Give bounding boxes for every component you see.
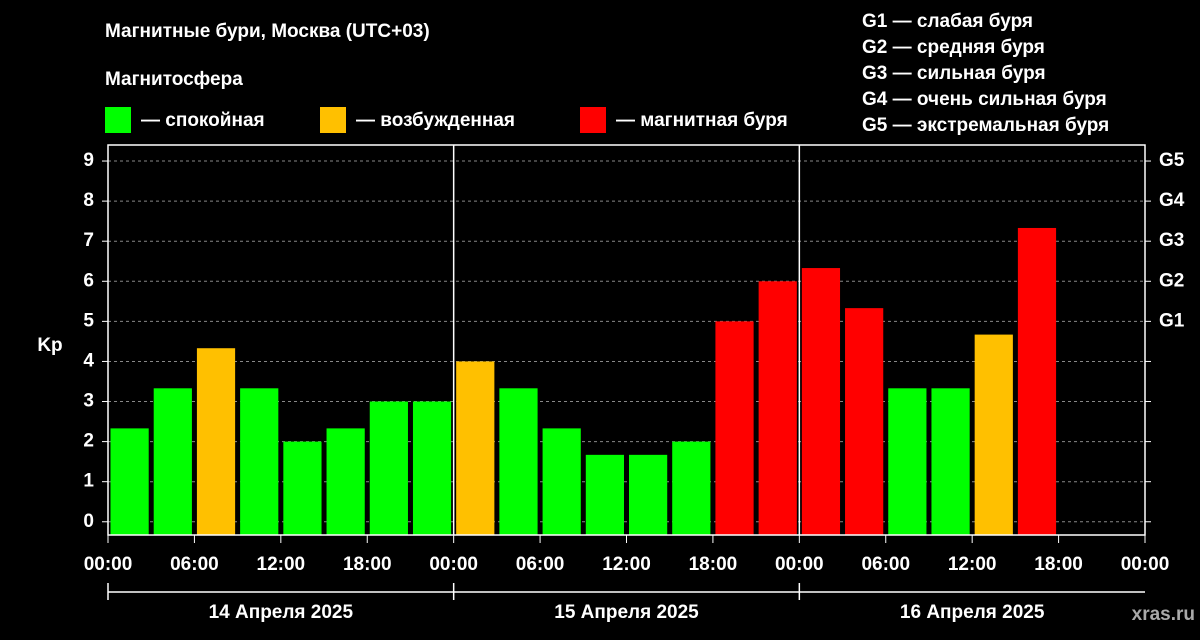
legend-label: — спокойная bbox=[141, 110, 265, 131]
storm-scale-item: G4 — очень сильная буря bbox=[862, 89, 1107, 110]
bar bbox=[801, 268, 841, 535]
y2-tick-label: G4 bbox=[1159, 190, 1185, 211]
x-tick-label: 00:00 bbox=[775, 554, 824, 575]
storm-scale-item: G2 — средняя буря bbox=[862, 37, 1045, 58]
day-label: 14 Апреля 2025 bbox=[209, 602, 354, 623]
bar bbox=[499, 388, 538, 535]
bar bbox=[974, 334, 1013, 535]
y-tick-label: 3 bbox=[83, 391, 94, 412]
bar bbox=[672, 441, 711, 535]
bar bbox=[542, 428, 581, 535]
storm-scale-item: G5 — экстремальная буря bbox=[862, 115, 1109, 136]
day-label: 15 Апреля 2025 bbox=[554, 602, 699, 623]
chart-subtitle: Магнитосфера bbox=[105, 69, 243, 90]
bar bbox=[629, 454, 668, 535]
day-label: 16 Апреля 2025 bbox=[900, 602, 1045, 623]
bar bbox=[153, 388, 192, 535]
x-tick-label: 00:00 bbox=[429, 554, 478, 575]
storm-scale-item: G3 — сильная буря bbox=[862, 63, 1046, 84]
y2-tick-label: G1 bbox=[1159, 310, 1185, 331]
legend-swatch bbox=[320, 107, 346, 133]
legend-swatch bbox=[105, 107, 131, 133]
bar bbox=[283, 441, 322, 535]
x-tick-label: 00:00 bbox=[84, 554, 133, 575]
bar bbox=[888, 388, 927, 535]
chart-title: Магнитные бури, Москва (UTC+03) bbox=[105, 21, 430, 42]
bar bbox=[196, 348, 236, 535]
y-tick-label: 9 bbox=[83, 150, 94, 171]
bar bbox=[845, 308, 884, 535]
bar bbox=[758, 281, 797, 535]
y-tick-label: 6 bbox=[83, 270, 94, 291]
x-tick-label: 12:00 bbox=[602, 554, 651, 575]
bar bbox=[585, 454, 624, 535]
bar bbox=[369, 401, 408, 535]
y2-tick-label: G2 bbox=[1159, 270, 1184, 291]
x-tick-label: 18:00 bbox=[343, 554, 392, 575]
bar bbox=[110, 428, 149, 535]
bar bbox=[456, 361, 495, 535]
legend-swatch bbox=[580, 107, 606, 133]
bar bbox=[931, 388, 970, 535]
y-tick-label: 8 bbox=[83, 190, 94, 211]
legend-label: — магнитная буря bbox=[616, 110, 788, 131]
bar bbox=[412, 401, 452, 535]
x-tick-label: 18:00 bbox=[689, 554, 738, 575]
x-tick-label: 12:00 bbox=[948, 554, 997, 575]
x-tick-label: 06:00 bbox=[861, 554, 910, 575]
y-tick-label: 4 bbox=[83, 350, 94, 371]
watermark: xras.ru bbox=[1132, 604, 1195, 625]
x-tick-label: 18:00 bbox=[1034, 554, 1083, 575]
bar bbox=[715, 321, 754, 535]
bar bbox=[240, 388, 279, 535]
storm-scale-item: G1 — слабая буря bbox=[862, 11, 1033, 32]
y2-tick-label: G3 bbox=[1159, 230, 1184, 251]
bar bbox=[326, 428, 365, 535]
y-tick-label: 5 bbox=[83, 310, 94, 331]
y-tick-label: 1 bbox=[83, 471, 94, 492]
x-tick-label: 06:00 bbox=[516, 554, 565, 575]
bar bbox=[1017, 227, 1057, 535]
x-tick-label: 12:00 bbox=[257, 554, 306, 575]
x-tick-label: 06:00 bbox=[170, 554, 219, 575]
y-tick-label: 0 bbox=[83, 511, 94, 532]
y-tick-label: 7 bbox=[83, 230, 94, 251]
y-axis-label: Kp bbox=[37, 335, 62, 356]
x-tick-label: 00:00 bbox=[1121, 554, 1170, 575]
legend-label: — возбужденная bbox=[356, 110, 515, 131]
y-tick-label: 2 bbox=[83, 431, 94, 452]
y2-tick-label: G5 bbox=[1159, 150, 1185, 171]
